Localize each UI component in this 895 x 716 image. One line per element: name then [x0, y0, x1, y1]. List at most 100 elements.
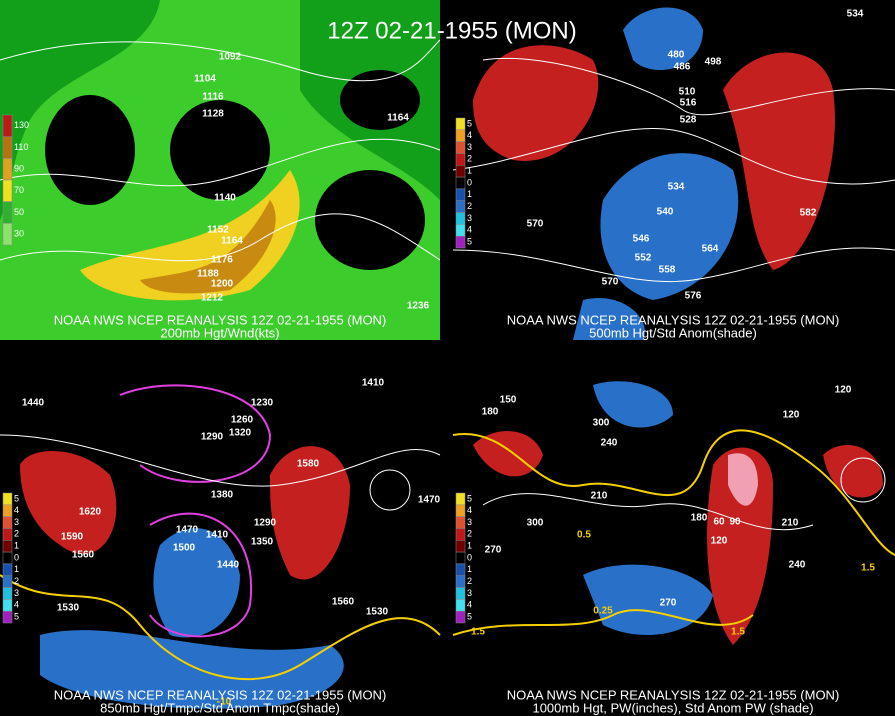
- contour-label: 180: [482, 407, 499, 418]
- low-wind: [170, 100, 270, 200]
- contour-label: 534: [847, 9, 864, 20]
- contour-label: 1530: [366, 607, 389, 618]
- main-title: 12Z 02-21-1955 (MON): [327, 17, 576, 44]
- contour: [0, 213, 441, 262]
- colorbar-label: 0: [467, 552, 472, 562]
- colorbar-swatch: [2, 492, 13, 506]
- anomaly-neg: [623, 7, 703, 70]
- colorbar-label: 70: [14, 185, 24, 195]
- isotherm: [119, 384, 272, 483]
- panel-subtitle: 200mb Hgt/Wnd(kts): [160, 325, 279, 340]
- colorbar-swatch: [2, 179, 13, 202]
- contour-label: -10: [217, 697, 232, 708]
- contour: [452, 247, 895, 283]
- colorbar-swatch: [2, 551, 13, 565]
- panel-caption: NOAA NWS NCEP REANALYSIS 12Z 02-21-1955 …: [507, 687, 840, 702]
- colorbar-label: 90: [14, 164, 24, 174]
- contour-label: 546: [633, 234, 650, 245]
- contour-label: 498: [705, 57, 722, 68]
- panel-subtitle: 850mb Hgt/Tmpc/Std Anom Tmpc(shade): [100, 700, 340, 715]
- colorbar-label: 1: [467, 541, 472, 551]
- colorbar-label: 3: [467, 142, 472, 152]
- colorbar-label: 50: [14, 207, 24, 217]
- panel-caption: NOAA NWS NCEP REANALYSIS 12Z 02-21-1955 …: [54, 312, 387, 327]
- contour-label: 0.5: [577, 530, 591, 541]
- contour-label: 1212: [201, 293, 224, 304]
- contour-label: 564: [702, 244, 719, 255]
- anomaly-neg: [40, 630, 344, 709]
- colorbar-swatch: [455, 165, 466, 178]
- colorbar-label: 1: [467, 166, 472, 176]
- colorbar-swatch: [455, 563, 466, 576]
- panel-1000mb: [452, 381, 895, 645]
- anomaly-pos: [270, 446, 350, 580]
- colorbar-label: 3: [467, 588, 472, 598]
- contour-label: 1470: [418, 495, 441, 506]
- colorbar-swatch: [455, 492, 466, 506]
- contour-label: 1200: [211, 279, 234, 290]
- colorbar-swatch: [2, 587, 13, 600]
- contour-label: 510: [679, 87, 696, 98]
- anomaly-pos: [473, 431, 543, 477]
- shade: [0, 0, 160, 220]
- contour-label: 1128: [202, 109, 224, 120]
- contour-label: 570: [602, 277, 619, 288]
- contour-label: 558: [659, 265, 676, 276]
- contour-label: 1104: [194, 74, 216, 85]
- colorbar-swatch: [2, 599, 13, 612]
- contour: [0, 434, 441, 487]
- contour-label: 1188: [197, 269, 219, 280]
- anomaly-pos: [20, 451, 117, 555]
- isotherm: [149, 512, 253, 638]
- contour-label: 210: [591, 491, 608, 502]
- colorbar-swatch: [455, 129, 466, 142]
- colorbar-swatch: [455, 117, 466, 131]
- low-wind: [45, 95, 135, 205]
- panel-subtitle: 1000mb Hgt, PW(inches), Std Anom PW (sha…: [532, 700, 813, 715]
- contour: [0, 39, 441, 82]
- panel-caption: NOAA NWS NCEP REANALYSIS 12Z 02-21-1955 …: [507, 312, 840, 327]
- colorbar-swatch: [455, 575, 466, 588]
- colorbar-label: 3: [467, 213, 472, 223]
- contour-label: 210: [782, 518, 799, 529]
- colorbar-swatch: [455, 551, 466, 565]
- colorbar-swatch: [455, 540, 466, 553]
- colorbar-swatch: [455, 587, 466, 600]
- colorbar-swatch: [2, 136, 13, 159]
- contour-label: 1230: [251, 398, 274, 409]
- colorbar-label: 0: [14, 552, 19, 562]
- contour-label: 1530: [57, 603, 80, 614]
- colorbar-label: 5: [467, 236, 472, 246]
- contour-label: 516: [680, 98, 697, 109]
- colorbar-swatch: [455, 200, 466, 213]
- colorbar-swatch: [455, 212, 466, 225]
- contour: [0, 138, 441, 187]
- contour-label: 540: [657, 207, 674, 218]
- contour-label: 180: [691, 513, 708, 524]
- colorbar-swatch: [455, 176, 466, 190]
- colorbar-label: 3: [467, 517, 472, 527]
- contour-label: 1410: [362, 378, 385, 389]
- colorbar-label: 5: [14, 611, 19, 621]
- colorbar-label: 4: [467, 130, 472, 140]
- pw-contour: [452, 429, 895, 556]
- contour-label: 576: [685, 291, 702, 302]
- colorbar-swatch: [455, 224, 466, 237]
- colorbar-swatch: [455, 504, 466, 517]
- contour-label: 120: [835, 385, 852, 396]
- panel-200mb: [0, 0, 441, 340]
- colorbar-swatch: [2, 575, 13, 588]
- colorbar-label: 30: [14, 229, 24, 239]
- panel-850mb: [0, 384, 441, 709]
- colorbar-swatch: [455, 235, 466, 249]
- contour-label: 1470: [176, 525, 199, 536]
- contour: [452, 127, 895, 185]
- contour-label: 1260: [231, 415, 254, 426]
- contour-label: 1500: [173, 543, 196, 554]
- contour-label: 552: [635, 253, 652, 264]
- colorbar-label: 3: [14, 588, 19, 598]
- colorbar-label: 2: [14, 576, 19, 586]
- panel-caption: NOAA NWS NCEP REANALYSIS 12Z 02-21-1955 …: [54, 687, 387, 702]
- contour-label: 1410: [206, 530, 229, 541]
